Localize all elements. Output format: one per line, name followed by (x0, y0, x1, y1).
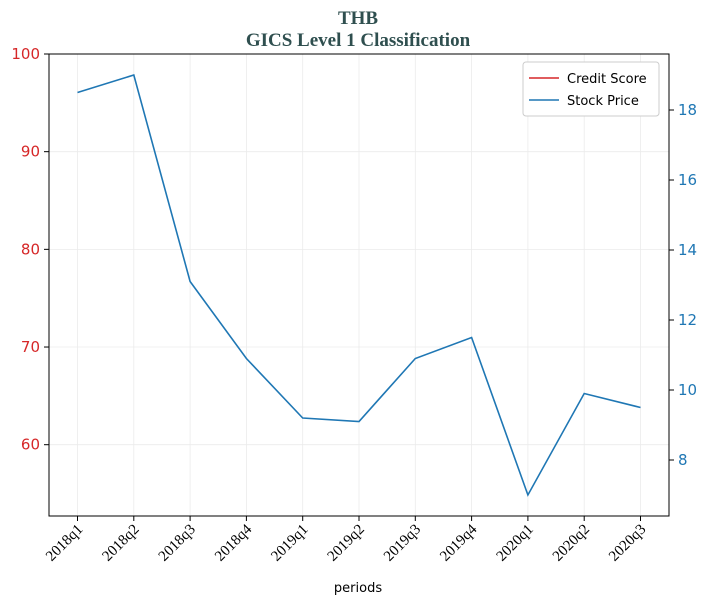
y-tick-label: 60 (21, 436, 40, 454)
x-tick-label: 2020q1 (494, 522, 537, 565)
series-line (77, 73, 641, 497)
y-tick-label: 70 (21, 338, 40, 356)
y-tick-label: 80 (21, 240, 40, 258)
x-tick-label: 2019q1 (268, 522, 311, 565)
plot-frame (48, 53, 670, 517)
y2-tick-label: 18 (678, 101, 697, 119)
chart-subtitle: GICS Level 1 Classification (246, 30, 471, 51)
x-tick-label: 2018q1 (43, 522, 86, 565)
x-tick-label: 2020q3 (606, 522, 649, 565)
y2-tick-label: 12 (678, 311, 697, 329)
legend-label: Stock Price (567, 94, 639, 109)
x-tick-label: 2018q2 (99, 522, 142, 565)
x-tick-label: 2018q3 (156, 522, 199, 565)
x-tick-label: 2018q4 (212, 521, 255, 564)
x-tick-label: 2020q2 (550, 522, 593, 565)
x-axis-label: periods (334, 581, 382, 596)
y2-tick-label: 16 (678, 171, 697, 189)
y-tick-label: 100 (11, 45, 40, 63)
legend: Credit Score Stock Price (522, 61, 660, 117)
chart-title: THB (338, 8, 378, 29)
legend-label: Credit Score (567, 72, 647, 87)
x-tick-label: 2019q2 (325, 522, 368, 565)
y2-tick-label: 8 (678, 451, 688, 469)
legend-box (522, 61, 660, 117)
y-tick-label: 90 (21, 143, 40, 161)
x-tick-label: 2019q3 (381, 522, 424, 565)
y2-tick-label: 14 (678, 241, 697, 259)
y2-tick-label: 10 (678, 381, 697, 399)
x-tick-label: 2019q4 (437, 521, 480, 564)
